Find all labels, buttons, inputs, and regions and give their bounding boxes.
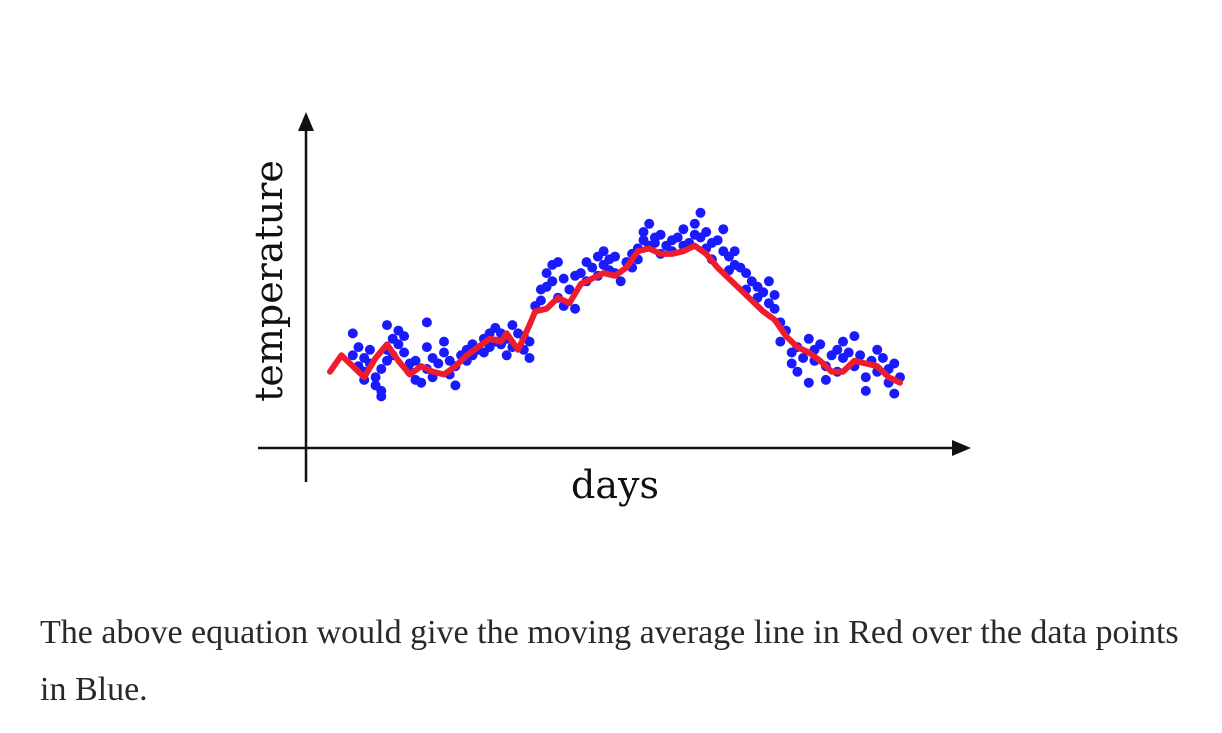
x-axis-arrowhead bbox=[952, 440, 971, 456]
scatter-point bbox=[838, 336, 848, 347]
scatter-point bbox=[353, 342, 364, 353]
scatter-point bbox=[421, 317, 432, 328]
scatter-point bbox=[786, 358, 797, 369]
scatter-point bbox=[421, 342, 432, 353]
scatter-point bbox=[815, 339, 826, 350]
scatter-point bbox=[347, 350, 358, 361]
scatter-point bbox=[803, 333, 814, 344]
scatter-point bbox=[615, 276, 626, 287]
scatter-point bbox=[439, 336, 449, 347]
scatter-point bbox=[416, 377, 427, 388]
y-axis-title: temperature bbox=[247, 160, 291, 402]
scatter-point bbox=[399, 331, 410, 342]
scatter-point bbox=[872, 344, 883, 355]
scatter-point bbox=[729, 246, 740, 257]
scatter-point bbox=[649, 237, 660, 248]
scatter-point bbox=[678, 224, 689, 235]
scatter-point bbox=[769, 290, 780, 300]
scatter-point bbox=[672, 232, 683, 243]
scatter-point bbox=[347, 328, 358, 339]
scatter-point bbox=[501, 350, 512, 361]
y-axis-arrowhead bbox=[298, 112, 314, 131]
scatter-point bbox=[769, 303, 780, 314]
scatter-point bbox=[775, 336, 786, 347]
scatter-point bbox=[439, 347, 449, 358]
scatter-point bbox=[587, 262, 598, 273]
scatter-point bbox=[553, 257, 563, 268]
scatter-point bbox=[610, 251, 620, 262]
scatter-point bbox=[575, 268, 586, 279]
scatter-point bbox=[570, 303, 581, 314]
scatter-point bbox=[689, 218, 700, 229]
scatter-point bbox=[524, 336, 535, 347]
scatter-point bbox=[524, 353, 535, 363]
scatter-point bbox=[798, 353, 809, 363]
scatter-point bbox=[541, 268, 552, 279]
scatter-point bbox=[410, 355, 421, 366]
scatter-point bbox=[712, 235, 723, 246]
scatter-point bbox=[889, 358, 900, 369]
scatter-point bbox=[860, 372, 871, 383]
x-axis-title: days bbox=[571, 463, 659, 507]
chart-axes bbox=[258, 112, 971, 482]
scatter-point bbox=[376, 364, 387, 374]
scatter-point bbox=[450, 380, 461, 391]
moving-average-line bbox=[327, 242, 903, 386]
scatter-point bbox=[695, 207, 706, 218]
scatter-point bbox=[547, 276, 558, 287]
scatter-point bbox=[718, 224, 729, 235]
scatter-point bbox=[370, 372, 381, 383]
scatter-point bbox=[644, 218, 655, 229]
scatter-point bbox=[376, 391, 387, 402]
scatter-point bbox=[638, 227, 649, 237]
figure-caption: The above equation would give the moving… bbox=[40, 614, 1179, 708]
scatter-point bbox=[843, 347, 854, 358]
scatter-point bbox=[433, 358, 444, 369]
scatter-point bbox=[832, 344, 843, 355]
scatter-point bbox=[792, 366, 803, 377]
scatter-point bbox=[741, 268, 752, 279]
moving-average-chart: days temperature bbox=[247, 112, 971, 507]
scatter-series bbox=[347, 207, 905, 402]
scatter-point bbox=[758, 287, 769, 298]
scatter-point bbox=[763, 276, 774, 287]
scatter-point bbox=[382, 320, 392, 331]
scatter-point bbox=[598, 246, 609, 257]
scatter-point bbox=[558, 273, 569, 284]
scatter-point bbox=[860, 385, 871, 396]
scatter-point bbox=[855, 350, 866, 361]
scatter-point bbox=[877, 353, 888, 363]
scatter-point bbox=[399, 347, 410, 358]
scatter-point bbox=[507, 320, 518, 331]
scatter-point bbox=[889, 388, 900, 399]
scatter-point bbox=[564, 284, 575, 295]
scatter-point bbox=[820, 374, 831, 385]
scatter-point bbox=[364, 344, 375, 355]
scatter-point bbox=[655, 229, 666, 240]
scatter-point bbox=[803, 377, 814, 388]
scatter-point bbox=[849, 331, 860, 342]
scatter-point bbox=[701, 227, 712, 237]
moving-average-series bbox=[327, 242, 903, 386]
scatter-point bbox=[535, 295, 546, 306]
scatter-point bbox=[393, 339, 404, 350]
